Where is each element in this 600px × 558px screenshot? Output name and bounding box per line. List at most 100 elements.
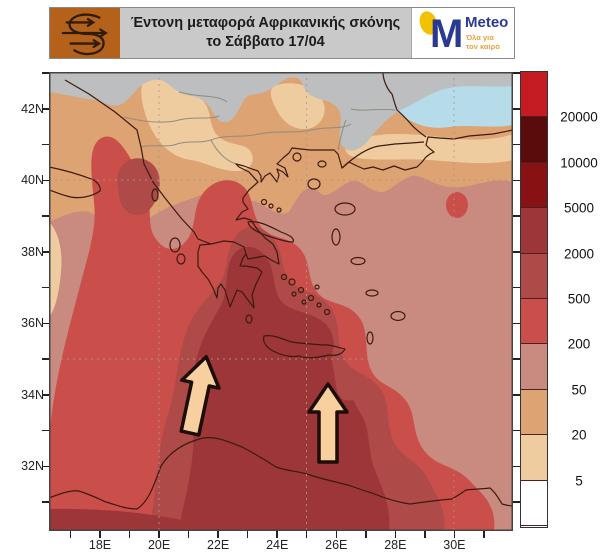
aegean-islands	[151, 152, 406, 345]
lat-tick-right	[513, 251, 520, 253]
colorbar-label: 5000	[563, 200, 595, 216]
lon-label: 18E	[88, 538, 112, 552]
lat-tick-right	[513, 322, 520, 325]
colorbar-segment	[521, 117, 547, 163]
lat-tick-right	[513, 394, 520, 396]
lat-tick-right	[513, 286, 520, 289]
coast-euboea	[247, 221, 294, 243]
logo-brand-text: Meteo	[465, 14, 509, 31]
colorbar-label: 20000	[560, 109, 598, 125]
lon-tick	[453, 531, 456, 538]
header-banner: Έντονη μεταφορά Αφρικανικής σκόνης το Σά…	[49, 7, 515, 59]
out-of-domain-band	[49, 72, 513, 151]
lon-tick	[69, 531, 72, 538]
colorbar-label: 20	[571, 427, 587, 443]
dust-transport-arrow-right	[307, 382, 349, 464]
map-frame	[49, 72, 513, 531]
lat-tick-left	[42, 358, 49, 360]
colorbar	[520, 71, 548, 528]
lat-tick-left	[42, 143, 49, 146]
dust-region-5-20-north	[141, 78, 253, 172]
lon-tick	[128, 531, 131, 538]
lat-label: 40N	[21, 173, 44, 188]
lat-tick-right	[513, 143, 520, 146]
colorbar-segment	[521, 299, 547, 345]
country-borders	[123, 91, 396, 165]
coast-italy-heel	[48, 166, 101, 199]
lat-tick-right	[513, 215, 520, 217]
lat-tick-left	[42, 251, 49, 253]
coast-marmara-north	[341, 141, 425, 169]
lat-label: 38N	[21, 244, 44, 259]
coast-balkan-aegean-turkey	[64, 79, 514, 265]
dust-transport-arrows	[179, 354, 349, 464]
lon-tick	[305, 531, 308, 538]
lat-tick-left	[42, 394, 49, 396]
colorbar-segment	[521, 72, 547, 118]
lon-tick	[246, 531, 249, 538]
dust-region-2000-5000-libya	[49, 508, 199, 531]
coast-blacksea-west	[382, 71, 427, 138]
lon-tick	[483, 531, 485, 538]
lon-tick	[99, 531, 101, 538]
colorbar-label: 5	[575, 473, 583, 489]
figure-title: Έντονη μεταφορά Αφρικανικής σκόνης το Σά…	[120, 8, 411, 58]
lat-tick-right	[513, 429, 520, 432]
lat-tick-left	[42, 72, 49, 74]
meteo-logo: M Meteo Όλα για τον καιρό	[411, 8, 514, 58]
lat-tick-left	[42, 179, 49, 182]
colorbar-segment	[521, 162, 547, 209]
lon-label: 22E	[207, 538, 230, 552]
lat-tick-right	[513, 465, 520, 468]
lat-tick-left	[42, 322, 49, 325]
lat-tick-right	[513, 179, 520, 182]
colorbar-segment	[521, 344, 547, 390]
lon-tick	[424, 531, 426, 538]
lat-tick-left	[42, 215, 49, 217]
dust-icon-box	[50, 8, 120, 58]
graticule	[49, 72, 513, 531]
dust-region-500-2000-albania	[117, 158, 160, 216]
logo-tagline: Όλα για τον καιρό	[466, 33, 500, 51]
lat-label: 32N	[21, 459, 44, 474]
colorbar-label: 10000	[560, 155, 598, 171]
lat-tick-left	[42, 465, 49, 468]
colorbar-segment	[521, 435, 547, 481]
colorbar-label: 50	[571, 382, 587, 398]
lon-label: 28E	[384, 538, 407, 552]
lon-label: 30E	[443, 538, 466, 552]
colorbar-segment	[521, 480, 547, 526]
lat-tick-left	[42, 286, 49, 289]
colorbar-segment	[521, 253, 547, 299]
lat-tick-right	[513, 358, 520, 360]
colorbar-label: 500	[567, 291, 591, 307]
lon-tick	[187, 531, 190, 538]
dust-concentration-map	[48, 71, 514, 532]
lat-label: 36N	[21, 316, 44, 331]
lon-tick	[365, 531, 367, 538]
lon-tick	[394, 531, 397, 538]
lat-tick-right	[513, 501, 520, 503]
coast-crete	[262, 335, 346, 359]
lat-tick-left	[42, 108, 49, 110]
lon-tick	[335, 531, 338, 538]
colorbar-segment	[521, 389, 547, 436]
lon-tick	[276, 531, 278, 538]
figure-title-line1: Έντονη μεταφορά Αφρικανικής σκόνης	[130, 15, 401, 31]
lat-tick-right	[513, 108, 520, 110]
lon-label: 24E	[266, 538, 289, 552]
colorbar-label: 200	[567, 336, 591, 352]
colorbar-label: 2000	[563, 246, 595, 262]
dust-region-5-20-west-edge	[49, 222, 62, 317]
coast-peloponnese	[197, 243, 263, 309]
logo-letter-m: M	[430, 12, 464, 56]
lat-tick-left	[42, 501, 49, 503]
lat-tick-right	[513, 72, 520, 74]
dust-transport-icon	[61, 13, 108, 56]
dust-spot-200-500-turkey	[446, 192, 468, 218]
lon-tick	[217, 531, 219, 538]
figure-title-line2: το Σάββατο 17/04	[206, 34, 325, 50]
colorbar-segment	[521, 208, 547, 254]
lon-tick	[158, 531, 160, 538]
